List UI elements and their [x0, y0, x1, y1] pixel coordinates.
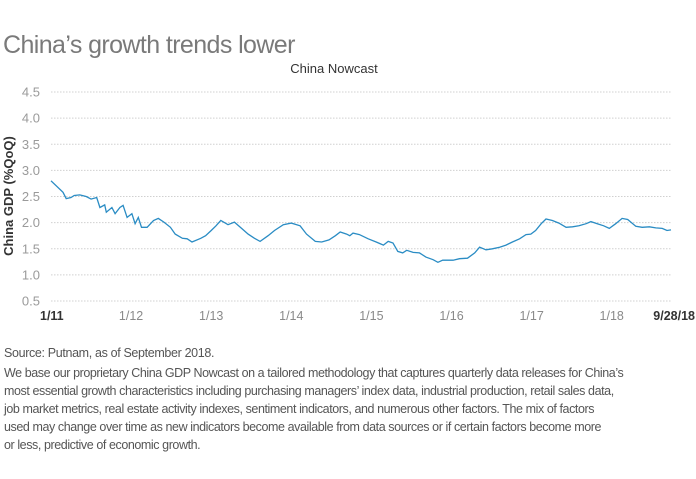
y-tick-label: 3.5 [22, 137, 40, 152]
x-tick-label: 1/12 [119, 309, 143, 323]
methodology-line: used may change over time as new indicat… [4, 420, 602, 434]
y-tick-label: 0.5 [22, 294, 40, 309]
methodology-text: We base our proprietary China GDP Nowcas… [4, 364, 624, 454]
methodology-line: We base our proprietary China GDP Nowcas… [4, 366, 624, 380]
x-tick-label: 1/16 [439, 309, 463, 323]
y-tick-label: 4.0 [22, 111, 40, 126]
x-tick-label: 1/17 [519, 309, 543, 323]
y-tick-label: 1.5 [22, 241, 40, 256]
x-tick-label: 1/11 [40, 309, 64, 323]
y-tick-label: 1.0 [22, 267, 40, 282]
source-note: Source: Putnam, as of September 2018. [4, 346, 215, 360]
x-tick-label: 1/18 [600, 309, 624, 323]
chart-title: China Nowcast [290, 61, 378, 76]
methodology-line: or less, predictive of economic growth. [4, 438, 201, 452]
page-title: China’s growth trends lower [3, 30, 295, 59]
x-tick-label: 1/13 [199, 309, 223, 323]
y-tick-label: 2.0 [22, 215, 40, 230]
x-tick-label: 1/14 [279, 309, 303, 323]
series-line-china-nowcast [50, 180, 672, 264]
y-tick-label: 3.0 [22, 163, 40, 178]
y-axis-label: China GDP (%QoQ) [1, 136, 16, 256]
nowcast-chart: China Nowcast China GDP (%QoQ) 0.5 1.0 1.5… [1, 61, 695, 323]
y-tick-label: 2.5 [22, 189, 40, 204]
x-tick-label: 9/28/18 [653, 309, 695, 323]
y-tick-label: 4.5 [22, 85, 40, 100]
methodology-line: most essential growth characteristics in… [4, 384, 614, 398]
methodology-line: job market metrics, real estate activity… [4, 402, 595, 416]
x-tick-label: 1/15 [359, 309, 383, 323]
